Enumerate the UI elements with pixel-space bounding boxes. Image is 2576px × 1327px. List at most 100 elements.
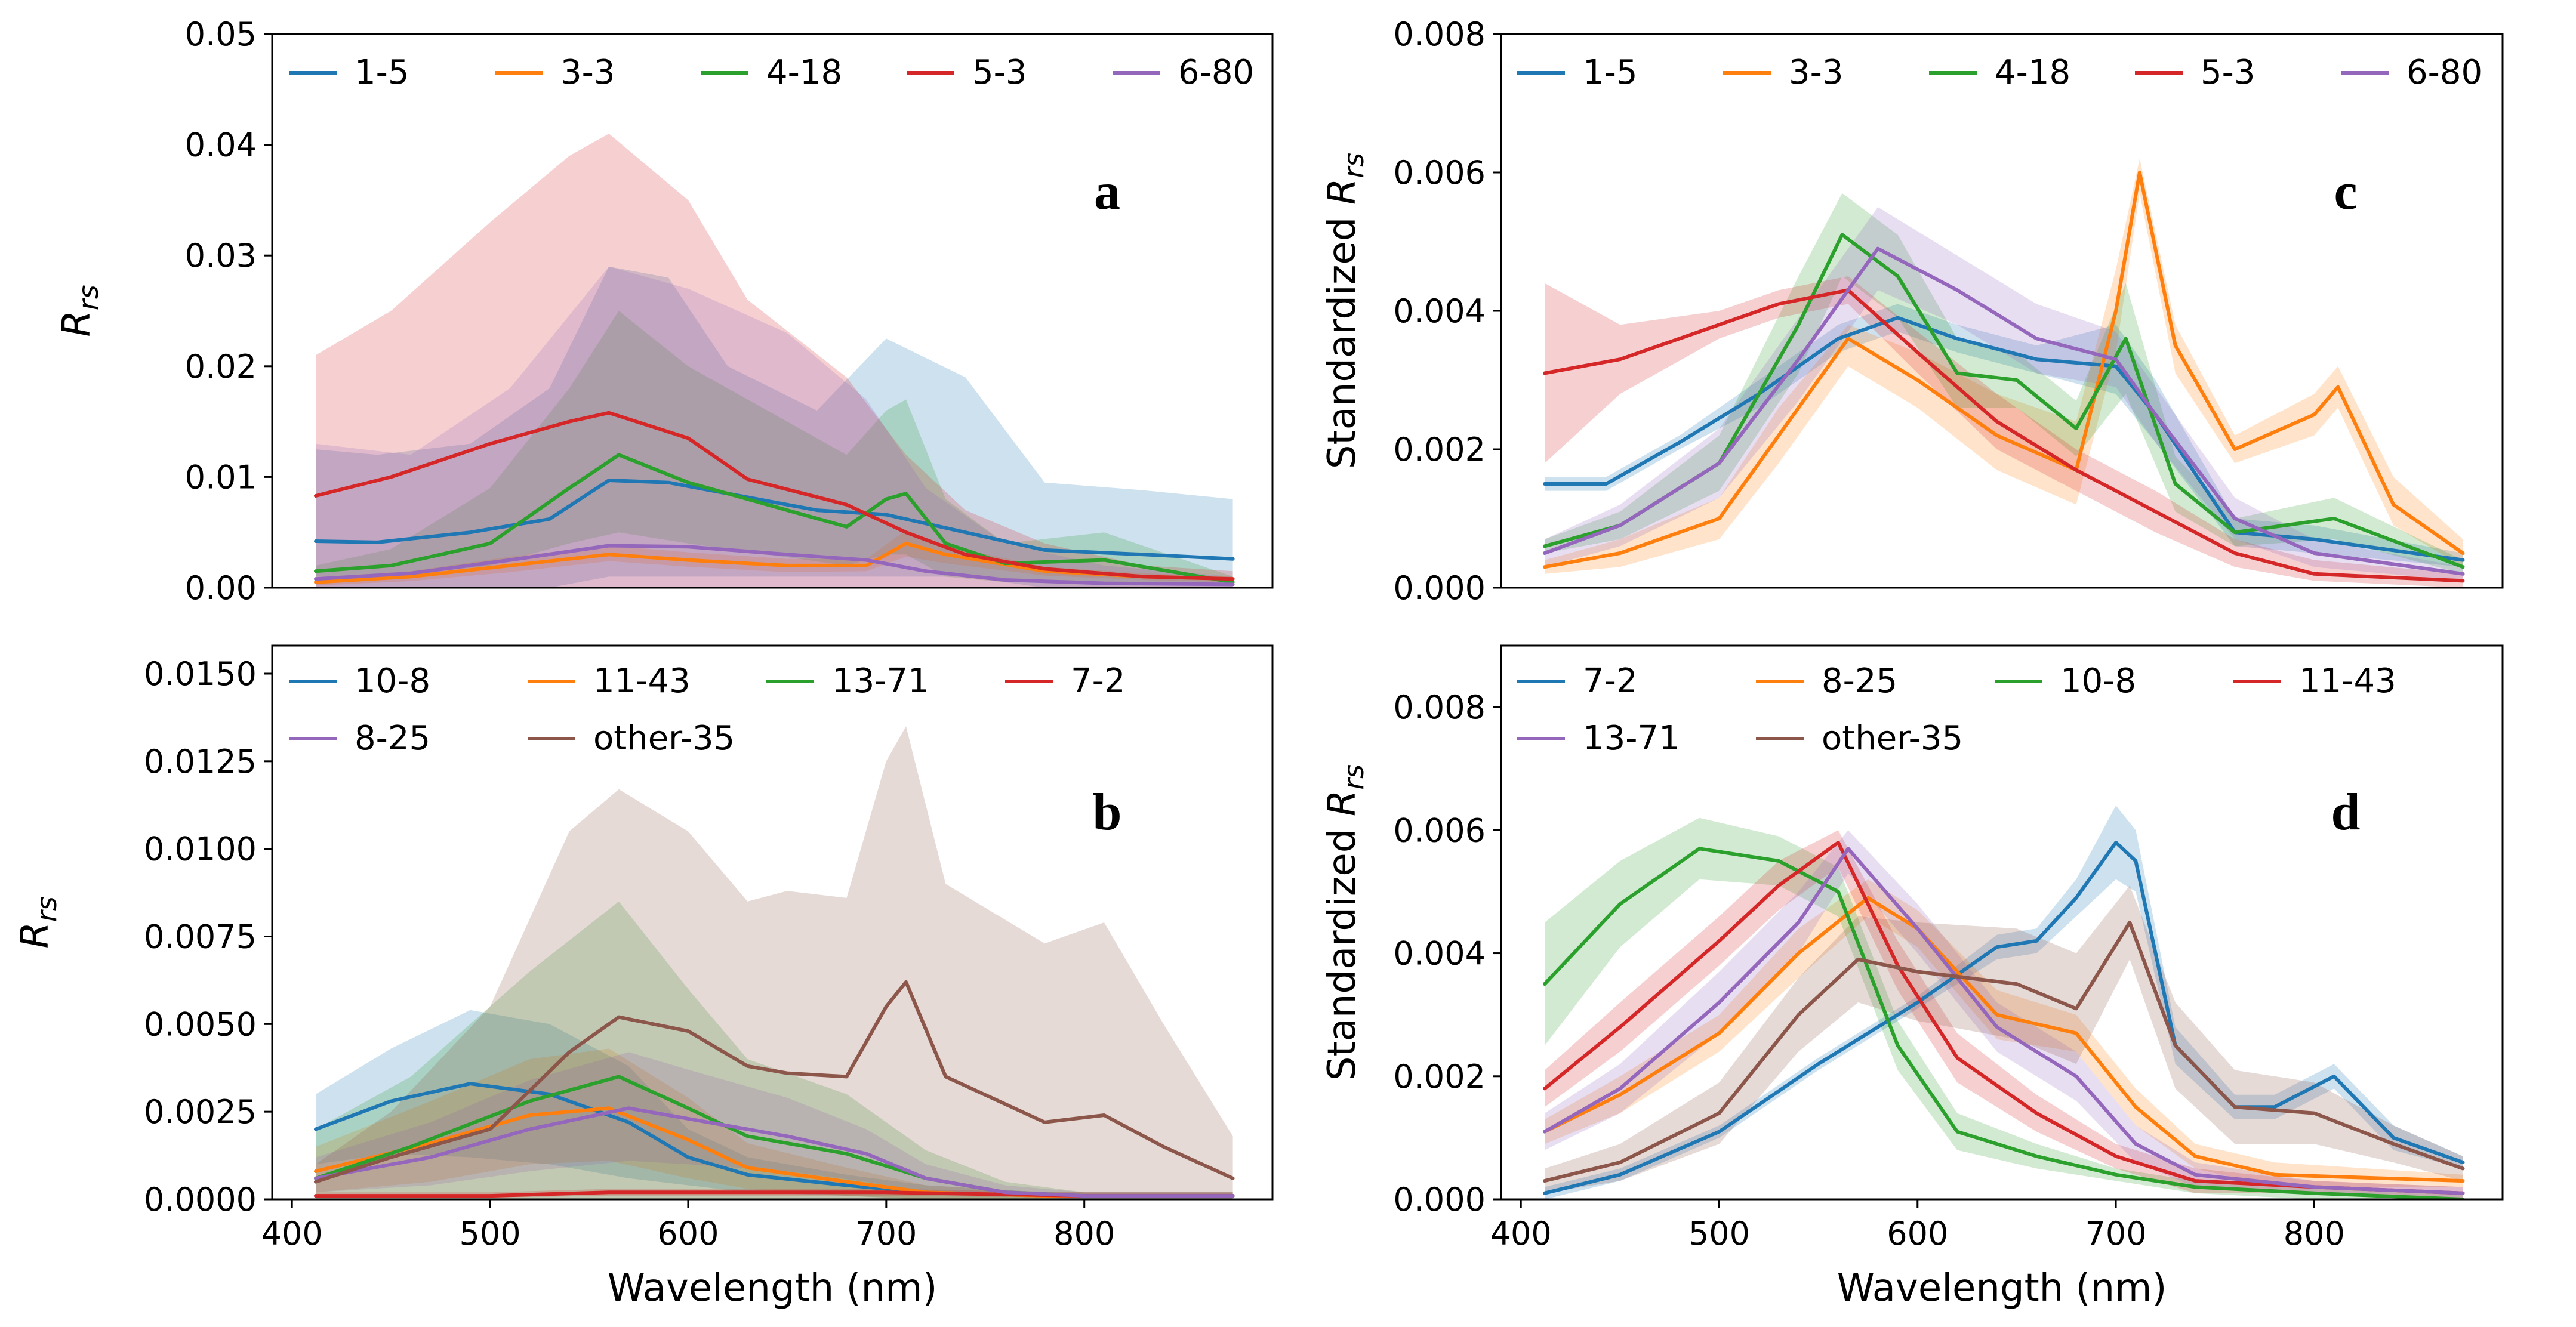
legend-entry: other-35 [593,719,735,758]
legend-entry: 10-8 [2060,662,2136,700]
line-d-other-35 [1543,921,2465,1183]
panel-label: b [1093,783,1122,841]
plot-area [1543,806,2465,1199]
legend-entry: 7-2 [1071,662,1125,700]
legend-entry: 5-3 [972,53,1027,92]
line-c-6-80 [1543,246,2465,576]
chart-panel-a: 0.00 0.01 0.02 0.03 0.04 0.05 Rrs a 1-5 3-3 4-18 5-… [55,16,1274,607]
line-c-4-18 [1543,233,2465,569]
legend-entry: 5-3 [2201,53,2255,92]
legend: 1-5 3-3 4-18 5-3 6-80 [289,53,1254,92]
legend-entry: 10-8 [355,662,430,700]
x-tick-label: 800 [1053,1215,1115,1252]
legend-entry: 1-5 [1583,53,1637,92]
legend-entry: 11-43 [2299,662,2396,700]
y-tick-label: 0.000 [1393,1181,1486,1218]
chart-panel-c: 0.000 0.002 0.004 0.006 0.008 Standardized Rr… [1320,16,2504,607]
line-d-7-2 [1543,841,2465,1195]
x-tick-label: 700 [2085,1215,2147,1252]
legend-entry: 13-71 [1583,719,1680,758]
x-axis-label: Wavelength (nm) [608,1266,938,1310]
y-axis-label: Rrs [13,896,63,948]
line-b-8-25 [314,1106,1235,1198]
axes-frame [1500,644,2504,1201]
y-tick-label: 0.008 [1393,689,1486,726]
y-tick-label: 0.000 [1393,569,1486,607]
band-a-5-3 [316,134,1233,588]
y-tick-label: 0.006 [1393,154,1486,192]
y-tick-label: 0.00 [185,569,257,607]
y-tick-label: 0.0150 [144,655,257,693]
axes-frame [271,33,1274,589]
legend-entry: 7-2 [1583,662,1637,700]
panel-label: d [2331,783,2361,841]
band-a-3-3 [316,530,1233,586]
y-tick-label: 0.004 [1393,292,1486,330]
y-tick-label: 0.0000 [144,1181,257,1218]
band-b-8-25 [316,1052,1233,1199]
line-a-5-3 [314,411,1235,581]
y-tick-label: 0.05 [185,16,257,53]
band-a-6-80 [316,266,1233,588]
x-tick-label: 800 [2284,1215,2345,1252]
band-c-5-3 [1545,276,2463,588]
band-a-4-18 [316,311,1233,586]
band-b-11-43 [316,1048,1233,1199]
line-c-5-3 [1543,288,2465,583]
legend-entry: 1-5 [355,53,409,92]
y-tick-label: 0.0125 [144,743,257,780]
y-axis-label: Standardized Rrs [1320,153,1370,469]
line-b-other-35 [314,980,1235,1184]
y-tick-label: 0.0025 [144,1093,257,1131]
y-tick-label: 0.01 [185,458,257,496]
plot-area [1543,158,2465,588]
panel-label: c [2334,163,2357,221]
legend-entry: 8-25 [355,719,430,758]
x-tick-label: 600 [1887,1215,1948,1252]
y-tick-label: 0.04 [185,126,257,164]
line-d-10-8 [1543,847,2465,1199]
y-tick-label: 0.006 [1393,811,1486,849]
legend: 10-8 11-43 13-71 7-2 8-25 other-35 [289,662,1125,758]
panel-label: a [1094,163,1120,221]
legend-entry: 6-80 [1178,53,1254,92]
x-tick-label: 700 [855,1215,917,1252]
line-a-6-80 [314,544,1235,587]
legend-entry: 11-43 [593,662,691,700]
x-tick-label: 500 [1688,1215,1750,1252]
legend-entry: 8-25 [1822,662,1897,700]
legend-entry: 6-80 [2406,53,2482,92]
y-tick-label: 0.02 [185,348,257,385]
band-d-7-2 [1545,806,2463,1199]
band-a-1-5 [316,266,1233,588]
legend: 7-2 8-25 10-8 11-43 13-71 other-35 [1517,662,2396,758]
band-b-other-35 [316,726,1233,1199]
y-axis-label: Rrs [55,285,104,337]
y-tick-label: 0.0050 [144,1005,257,1043]
plot-area [314,134,1235,588]
y-tick-label: 0.002 [1393,1058,1486,1095]
band-d-other-35 [1545,885,2463,1193]
chart-panel-b: 0.0000 0.0025 0.0050 0.0075 0.0100 0.0125 0.01… [13,644,1274,1310]
plot-area [314,726,1235,1199]
x-tick-label: 500 [460,1215,521,1252]
y-tick-label: 0.03 [185,237,257,274]
x-tick-label: 400 [261,1215,323,1252]
band-c-4-18 [1545,193,2463,574]
axes-frame [271,644,1274,1201]
line-a-3-3 [314,541,1235,584]
line-d-8-25 [1543,896,2465,1183]
y-tick-label: 0.008 [1393,16,1486,53]
legend-entry: 4-18 [1995,53,2070,92]
band-b-10-8 [316,1010,1233,1199]
y-tick-label: 0.0075 [144,918,257,955]
y-tick-label: 0.004 [1393,935,1486,973]
line-d-11-43 [1543,841,2465,1195]
chart-panel-d: 0.000 0.002 0.004 0.006 0.008 400 500 600 700 800… [1320,644,2504,1310]
legend: 1-5 3-3 4-18 5-3 6-80 [1517,53,2482,92]
band-d-10-8 [1545,817,2463,1199]
legend-entry: 3-3 [1789,53,1843,92]
y-tick-label: 0.0100 [144,831,257,868]
x-tick-label: 600 [657,1215,719,1252]
